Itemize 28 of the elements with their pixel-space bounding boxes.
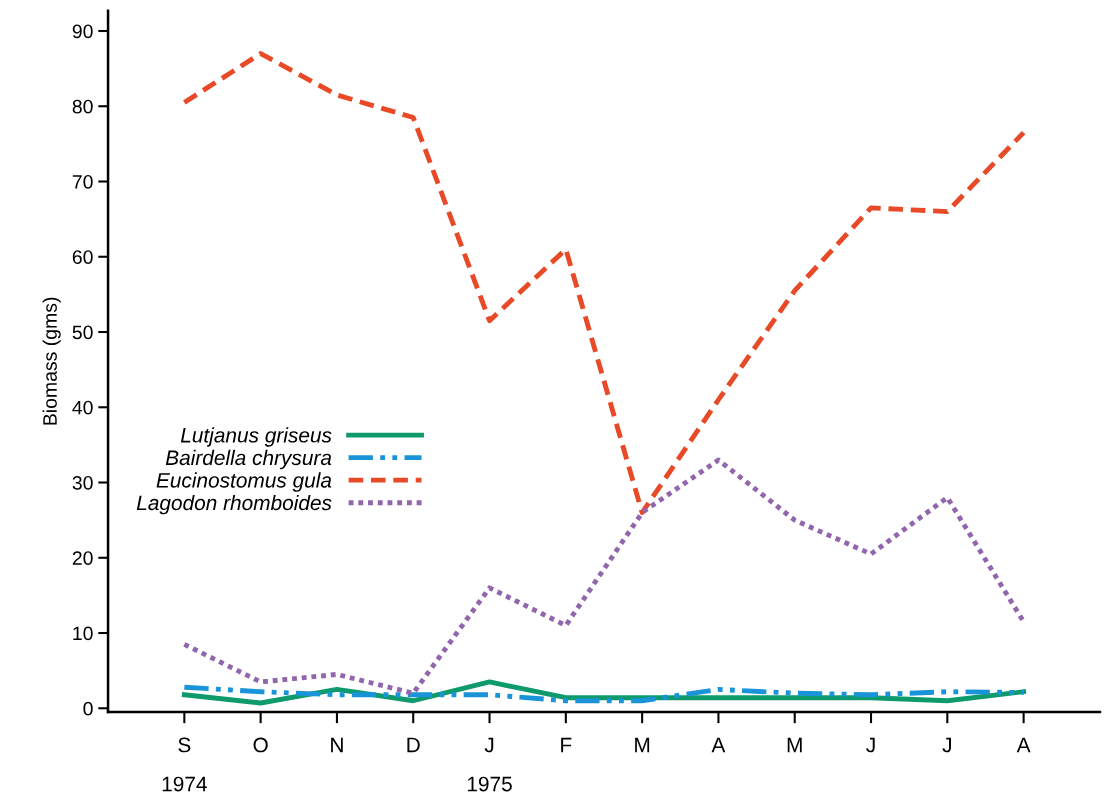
y-tick-label: 30 [72, 475, 93, 490]
y-tick-label: 0 [83, 701, 93, 716]
x-tick-label: D [407, 737, 420, 753]
x-tick-label: A [711, 737, 726, 753]
x-tick-label: A [1016, 737, 1031, 753]
y-tick-label: 10 [73, 626, 93, 641]
legend-label: Eucinostomus gula [156, 472, 332, 492]
x-tick-label: F [561, 737, 572, 753]
x-tick-label: M [787, 737, 802, 753]
x-tick-label: N [331, 737, 343, 753]
x-tick-label: O [253, 737, 268, 753]
x-tick-label: J [942, 737, 951, 753]
y-axis-title: Biomass (gms) [42, 297, 61, 425]
y-tick-label: 20 [72, 551, 93, 566]
x-tick-label: J 1975 [467, 737, 512, 792]
y-tick-label: 70 [72, 174, 93, 189]
legend-label: Lagodon rhomboides [136, 494, 332, 515]
y-tick-label: 50 [72, 325, 93, 340]
y-tick-label: 60 [72, 250, 93, 264]
y-tick-label: 80 [72, 99, 93, 114]
legend-label: Lutjanus griseus [180, 427, 332, 447]
legend-label: Bairdella chrysura [165, 449, 332, 470]
x-tick-label: J [866, 737, 875, 753]
y-tick-label: 90 [72, 24, 93, 39]
x-tick-label: S 1974 [162, 737, 207, 792]
x-tick-label: M [635, 737, 650, 753]
y-tick-label: 40 [72, 400, 93, 415]
line-series [181, 684, 1027, 704]
